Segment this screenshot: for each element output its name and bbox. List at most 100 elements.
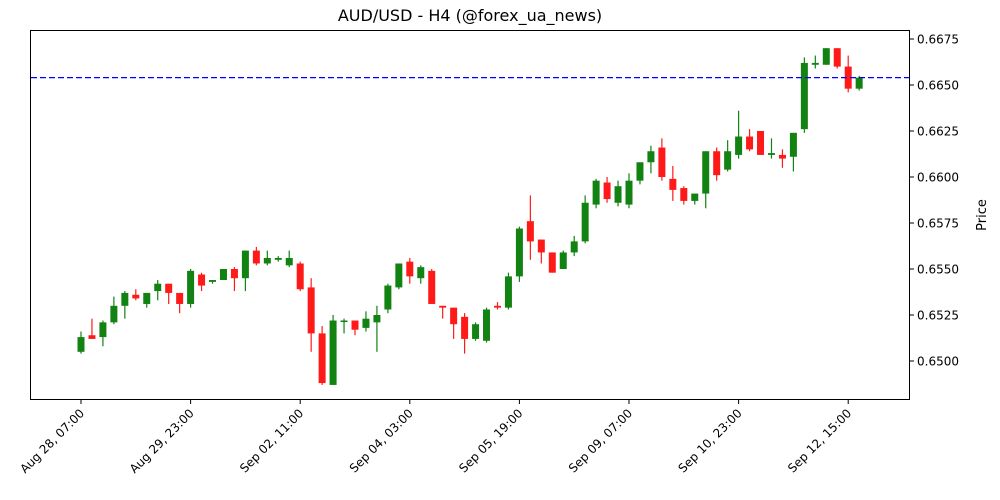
candle-body <box>428 270 436 304</box>
candle <box>384 283 392 314</box>
candle <box>647 145 655 174</box>
candle <box>592 178 600 209</box>
candle-body <box>855 77 863 89</box>
candle <box>493 302 501 310</box>
candle-body <box>252 250 260 264</box>
candle-body <box>548 252 556 273</box>
candle-body <box>88 335 96 339</box>
plot-frame <box>30 30 910 400</box>
candle-body <box>219 269 227 281</box>
candle-body <box>658 147 666 177</box>
candle-body <box>669 178 677 190</box>
candle <box>658 138 666 181</box>
candle <box>691 193 699 205</box>
candle <box>669 165 677 201</box>
y-tick-label: 0.6600 <box>917 171 959 185</box>
y-axis-label: Price <box>975 199 990 231</box>
candle-body <box>329 320 337 385</box>
candle <box>296 261 304 292</box>
candle-body <box>263 257 271 264</box>
candle-body <box>603 182 611 200</box>
candle-body <box>373 315 381 323</box>
candle <box>351 320 359 336</box>
x-tick-label: Sep 10, 23:00 <box>675 406 744 475</box>
x-tick-label: Sep 05, 19:00 <box>456 406 525 475</box>
candle-body <box>351 320 359 330</box>
y-tick-label: 0.6650 <box>917 79 959 93</box>
candle <box>680 186 688 205</box>
candle <box>461 313 469 354</box>
candle <box>143 292 151 308</box>
candle <box>241 250 249 292</box>
candle-body <box>384 285 392 310</box>
candle-body <box>735 136 743 155</box>
candle <box>165 283 173 304</box>
candle-body <box>472 324 480 339</box>
candle <box>811 55 819 69</box>
candle-body <box>515 228 523 277</box>
candle-body <box>581 202 589 242</box>
candle-body <box>811 62 819 65</box>
candle <box>77 331 85 354</box>
candle-body <box>143 292 151 304</box>
candle <box>735 110 743 159</box>
candle <box>822 48 830 65</box>
candle <box>844 55 852 93</box>
candle <box>285 250 293 268</box>
y-tick-label: 0.6625 <box>917 125 959 139</box>
candle <box>515 226 523 282</box>
candle-body <box>362 318 370 328</box>
candle <box>406 257 414 284</box>
candle <box>428 269 436 304</box>
candle-body <box>417 267 425 279</box>
x-axis: Aug 28, 07:00 Aug 29, 23:00 Sep 02, 11:00 S… <box>17 400 854 476</box>
candle <box>483 307 491 343</box>
candle-body <box>132 294 140 299</box>
candle-body <box>99 322 107 338</box>
candle-body <box>493 305 501 308</box>
candle-body <box>800 62 808 130</box>
x-tick-label: Aug 29, 23:00 <box>127 406 197 476</box>
candle <box>219 269 227 281</box>
candle-body <box>241 250 249 279</box>
candle <box>176 292 184 314</box>
candle <box>778 149 786 168</box>
y-axis: 0.6500 0.6525 0.6550 0.6575 0.6600 0.6625 0.66… <box>910 33 959 369</box>
candle <box>154 280 162 301</box>
candle-body <box>318 333 326 384</box>
candle-body <box>537 239 545 253</box>
y-tick-label: 0.6575 <box>917 217 959 231</box>
candle <box>636 162 644 185</box>
candle-body <box>767 153 775 155</box>
candle-body <box>439 305 447 308</box>
candle <box>603 177 611 203</box>
candle-body <box>209 280 217 282</box>
candles-layer <box>77 48 863 385</box>
x-tick-label: Sep 12, 15:00 <box>785 406 854 475</box>
candle <box>132 289 140 301</box>
candle-body <box>844 66 852 89</box>
candle-body <box>691 193 699 201</box>
candle-body <box>614 186 622 203</box>
candle <box>230 267 238 292</box>
y-tick-label: 0.6500 <box>917 355 959 369</box>
candle-body <box>570 241 578 253</box>
candle-body <box>461 316 469 339</box>
candle-body <box>724 151 732 170</box>
candle <box>526 195 534 260</box>
candle <box>88 318 96 339</box>
candle-body <box>110 305 118 323</box>
candle <box>537 239 545 264</box>
candle-body <box>789 132 797 157</box>
candle-body <box>165 283 173 293</box>
y-tick-label: 0.6525 <box>917 309 959 323</box>
candle <box>472 322 480 341</box>
candle-body <box>526 221 534 242</box>
candle <box>800 57 808 133</box>
candle-body <box>592 180 600 205</box>
x-tick-label: Sep 02, 11:00 <box>237 406 306 475</box>
candle-body <box>450 307 458 325</box>
candle <box>789 132 797 172</box>
candle-body <box>757 131 765 155</box>
candle <box>99 320 107 347</box>
